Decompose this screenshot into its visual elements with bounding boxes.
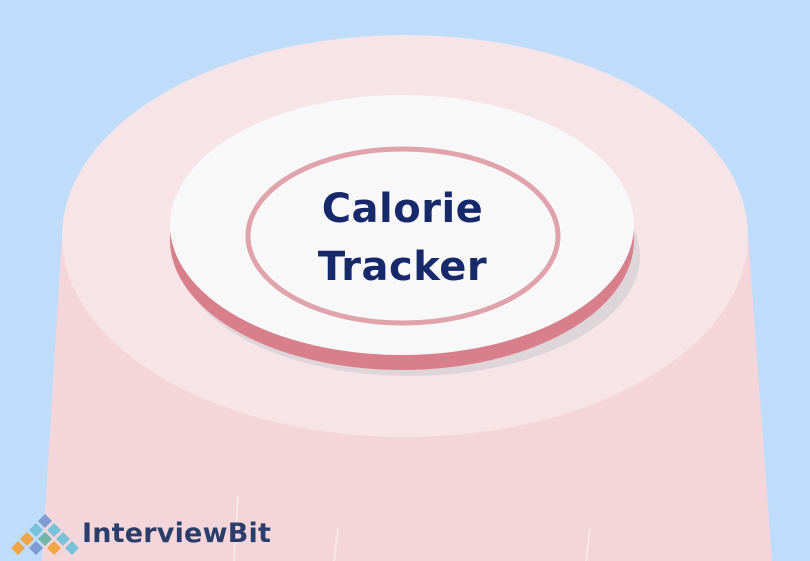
interviewbit-diamond-logo-icon: [12, 514, 78, 555]
plate-title: Calorie Tracker: [290, 180, 515, 296]
cloth-fold-left: [233, 495, 239, 561]
title-line-2: Tracker: [317, 244, 488, 290]
title-line-1: Calorie: [321, 186, 484, 232]
logo-text: InterviewBit: [82, 518, 272, 549]
cloth-fold-right: [585, 527, 591, 561]
cloth-fold-mid: [333, 527, 339, 561]
interviewbit-logo: InterviewBit: [12, 512, 271, 558]
plate-inner-ring: [245, 146, 561, 326]
plate-face: [170, 95, 634, 355]
